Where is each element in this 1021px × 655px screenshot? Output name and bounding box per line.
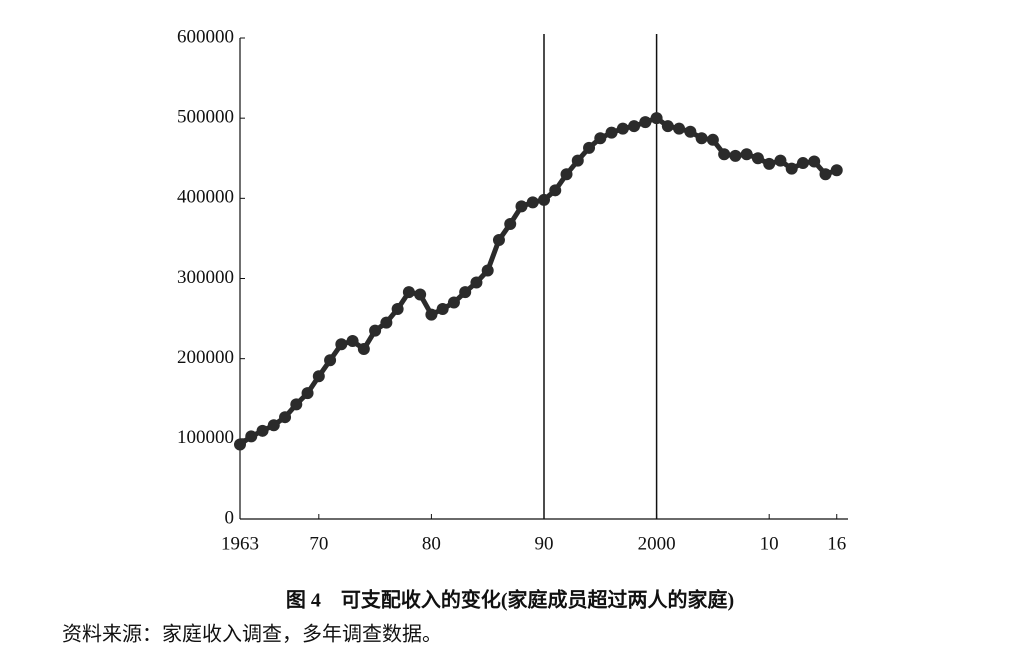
data-point — [414, 288, 427, 301]
y-tick-label: 100000 — [177, 427, 234, 448]
data-point — [673, 122, 686, 135]
data-point — [369, 324, 382, 337]
data-point — [785, 162, 798, 175]
data-point — [751, 152, 764, 165]
data-point — [301, 387, 314, 400]
x-tick-label: 10 — [760, 533, 779, 554]
data-point — [279, 411, 292, 424]
data-point — [346, 335, 359, 348]
data-point — [594, 132, 607, 145]
y-tick-label: 300000 — [177, 267, 234, 288]
data-point — [335, 338, 348, 351]
data-point — [538, 193, 550, 206]
chart-caption: 图 4 可支配收入的变化(家庭成员超过两人的家庭) — [286, 588, 734, 612]
data-point — [447, 296, 460, 309]
data-point — [504, 217, 517, 230]
data-point — [729, 149, 742, 162]
y-tick-label: 500000 — [177, 107, 234, 128]
data-point — [605, 126, 618, 139]
data-point — [650, 112, 663, 125]
data-point — [740, 148, 753, 161]
data-point — [560, 168, 573, 181]
data-point — [481, 264, 494, 277]
x-tick-label: 1963 — [221, 533, 259, 554]
data-point — [267, 419, 280, 432]
y-tick-label: 200000 — [177, 347, 234, 368]
data-point — [526, 196, 539, 209]
data-point — [819, 168, 832, 181]
data-point — [718, 148, 731, 161]
data-point — [290, 398, 303, 411]
x-tick-label: 16 — [827, 533, 846, 554]
x-tick-label: 90 — [535, 533, 554, 554]
data-point — [436, 302, 449, 315]
data-point — [808, 155, 821, 168]
data-point — [470, 276, 483, 289]
data-point — [380, 316, 393, 329]
data-point — [571, 154, 584, 167]
data-line — [238, 115, 838, 447]
data-point — [706, 133, 719, 146]
data-point — [628, 120, 641, 133]
data-point — [425, 308, 438, 321]
data-point — [639, 116, 652, 129]
data-point — [583, 141, 596, 154]
data-point — [515, 200, 528, 213]
data-point — [459, 286, 472, 299]
data-point — [796, 157, 809, 170]
x-tick-label: 80 — [422, 533, 441, 554]
data-point — [661, 120, 674, 133]
x-tick-label: 70 — [309, 533, 328, 554]
data-point — [695, 132, 708, 145]
data-point — [312, 370, 325, 383]
x-tick-label: 2000 — [638, 533, 676, 554]
data-point — [245, 430, 258, 443]
data-point — [684, 125, 697, 138]
data-point — [256, 424, 269, 437]
data-point — [391, 302, 404, 315]
y-tick-label: 600000 — [177, 26, 234, 47]
data-point — [763, 157, 776, 170]
data-point — [830, 164, 843, 177]
data-point — [549, 184, 562, 197]
data-point — [774, 154, 787, 167]
data-point — [492, 234, 505, 247]
data-point — [324, 354, 337, 367]
chart-source: 资料来源：家庭收入调查，多年调查数据。 — [62, 623, 442, 646]
y-tick-label: 400000 — [177, 187, 234, 208]
data-point — [616, 122, 629, 135]
data-point — [402, 286, 415, 299]
data-point — [357, 343, 370, 356]
data-point — [234, 438, 246, 451]
y-tick-label: 0 — [225, 507, 235, 528]
